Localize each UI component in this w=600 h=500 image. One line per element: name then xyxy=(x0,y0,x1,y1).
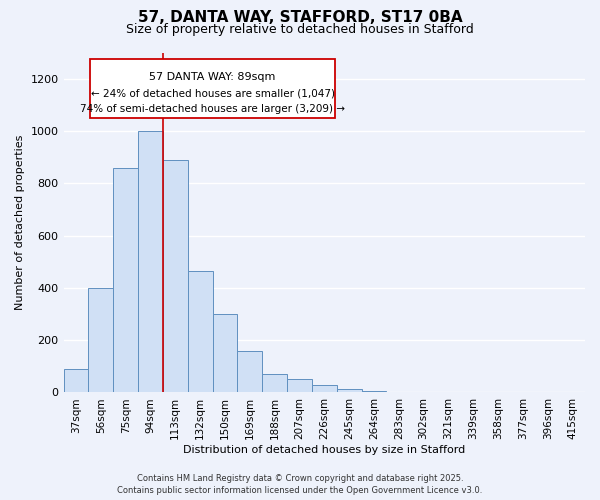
Text: 57 DANTA WAY: 89sqm: 57 DANTA WAY: 89sqm xyxy=(149,72,276,82)
Bar xyxy=(362,391,386,392)
Text: ← 24% of detached houses are smaller (1,047): ← 24% of detached houses are smaller (1,… xyxy=(91,88,335,98)
Bar xyxy=(113,168,138,392)
Text: 74% of semi-detached houses are larger (3,209) →: 74% of semi-detached houses are larger (… xyxy=(80,104,345,114)
Text: Contains HM Land Registry data © Crown copyright and database right 2025.
Contai: Contains HM Land Registry data © Crown c… xyxy=(118,474,482,495)
Y-axis label: Number of detached properties: Number of detached properties xyxy=(15,135,25,310)
Bar xyxy=(64,369,88,392)
Bar xyxy=(262,374,287,392)
Bar xyxy=(163,160,188,392)
Bar xyxy=(312,384,337,392)
Bar xyxy=(88,288,113,393)
Bar xyxy=(337,388,362,392)
Bar xyxy=(188,271,212,392)
Bar xyxy=(138,131,163,392)
FancyBboxPatch shape xyxy=(89,59,335,118)
Bar xyxy=(238,350,262,393)
X-axis label: Distribution of detached houses by size in Stafford: Distribution of detached houses by size … xyxy=(183,445,466,455)
Text: Size of property relative to detached houses in Stafford: Size of property relative to detached ho… xyxy=(126,22,474,36)
Bar xyxy=(212,314,238,392)
Bar xyxy=(287,380,312,392)
Text: 57, DANTA WAY, STAFFORD, ST17 0BA: 57, DANTA WAY, STAFFORD, ST17 0BA xyxy=(137,10,463,25)
